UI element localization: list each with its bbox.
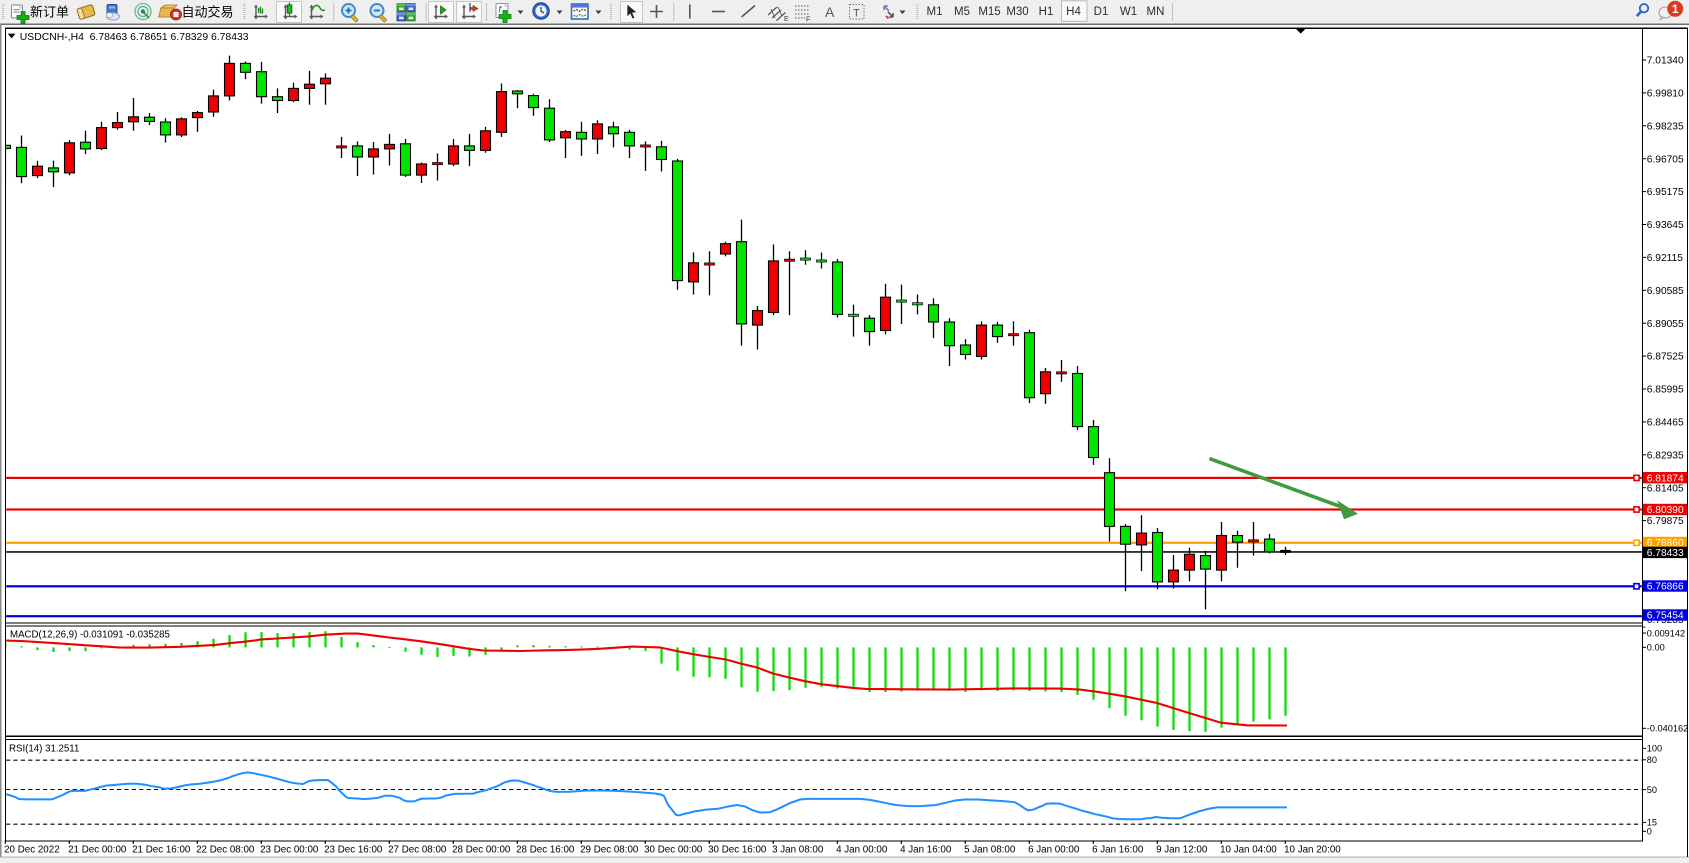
svg-text:27 Dec 08:00: 27 Dec 08:00 — [388, 845, 447, 856]
svg-text:10 Jan 04:00: 10 Jan 04:00 — [1220, 845, 1277, 856]
svg-text:28 Dec 00:00: 28 Dec 00:00 — [452, 845, 511, 856]
svg-text:23 Dec 16:00: 23 Dec 16:00 — [324, 845, 383, 856]
svg-text:M1: M1 — [927, 6, 943, 18]
svg-text:6.75454: 6.75454 — [1647, 611, 1684, 622]
svg-text:6.92115: 6.92115 — [1647, 253, 1683, 264]
svg-text:新订单: 新订单 — [30, 5, 69, 20]
svg-text:29 Dec 08:00: 29 Dec 08:00 — [580, 845, 639, 856]
svg-text:RSI(14) 31.2511: RSI(14) 31.2511 — [9, 743, 79, 754]
svg-text:80: 80 — [1647, 755, 1657, 765]
svg-text:自动交易: 自动交易 — [182, 5, 234, 20]
svg-text:6.82935: 6.82935 — [1647, 450, 1684, 461]
svg-text:21 Dec 00:00: 21 Dec 00:00 — [68, 845, 127, 856]
svg-text:6.80390: 6.80390 — [1647, 505, 1684, 516]
svg-text:3 Jan 08:00: 3 Jan 08:00 — [772, 845, 824, 856]
svg-text:6 Jan 16:00: 6 Jan 16:00 — [1092, 845, 1144, 856]
svg-text:6.85995: 6.85995 — [1647, 385, 1684, 396]
svg-text:H1: H1 — [1039, 6, 1054, 18]
svg-text:20 Dec 2022: 20 Dec 2022 — [4, 845, 60, 856]
svg-text:W1: W1 — [1120, 6, 1137, 18]
svg-text:28 Dec 16:00: 28 Dec 16:00 — [516, 845, 575, 856]
svg-text:USDCNH-,H4 6.78463 6.78651 6.: USDCNH-,H4 6.78463 6.78651 6.78329 6.784… — [20, 32, 249, 43]
svg-text:9 Jan 12:00: 9 Jan 12:00 — [1156, 845, 1208, 856]
svg-text:f: f — [499, 5, 503, 15]
svg-text:E: E — [784, 16, 789, 23]
svg-text:6.79875: 6.79875 — [1647, 516, 1684, 527]
svg-text:1: 1 — [1672, 2, 1679, 16]
svg-text:6.81405: 6.81405 — [1647, 483, 1684, 494]
svg-text:23 Dec 00:00: 23 Dec 00:00 — [260, 845, 319, 856]
svg-text:30 Dec 16:00: 30 Dec 16:00 — [708, 845, 767, 856]
svg-text:6.99810: 6.99810 — [1647, 89, 1684, 100]
svg-text:MN: MN — [1147, 6, 1165, 18]
svg-text:0: 0 — [1647, 827, 1652, 837]
svg-text:10 Jan 20:00: 10 Jan 20:00 — [1284, 845, 1341, 856]
svg-text:6.90585: 6.90585 — [1647, 286, 1684, 297]
svg-text:0.00: 0.00 — [1647, 643, 1665, 653]
svg-text:6.78433: 6.78433 — [1647, 548, 1684, 559]
svg-text:6.89055: 6.89055 — [1647, 319, 1684, 330]
svg-text:5 Jan 08:00: 5 Jan 08:00 — [964, 845, 1016, 856]
svg-text:A: A — [825, 4, 835, 20]
svg-text:H4: H4 — [1066, 6, 1081, 18]
svg-text:M30: M30 — [1006, 6, 1028, 18]
svg-text:-0.040162: -0.040162 — [1647, 724, 1688, 734]
svg-text:15: 15 — [1647, 818, 1657, 828]
svg-text:21 Dec 16:00: 21 Dec 16:00 — [132, 845, 191, 856]
svg-text:6.93645: 6.93645 — [1647, 220, 1684, 231]
svg-text:6.84465: 6.84465 — [1647, 418, 1684, 429]
svg-text:D1: D1 — [1094, 6, 1109, 18]
svg-text:7.01340: 7.01340 — [1647, 56, 1684, 67]
svg-text:30 Dec 00:00: 30 Dec 00:00 — [644, 845, 703, 856]
svg-text:6.78860: 6.78860 — [1647, 538, 1684, 549]
svg-text:T: T — [853, 8, 860, 20]
svg-text:6.95175: 6.95175 — [1647, 187, 1684, 198]
svg-text:22 Dec 08:00: 22 Dec 08:00 — [196, 845, 255, 856]
svg-text:6.96705: 6.96705 — [1647, 154, 1684, 165]
svg-text:4 Jan 00:00: 4 Jan 00:00 — [836, 845, 888, 856]
svg-text:100: 100 — [1647, 744, 1662, 754]
svg-text:4 Jan 16:00: 4 Jan 16:00 — [900, 845, 952, 856]
svg-text:MACD(12,26,9) -0.031091 -0.035: MACD(12,26,9) -0.031091 -0.035285 — [10, 629, 170, 640]
svg-text:6.98235: 6.98235 — [1647, 121, 1684, 132]
svg-text:M5: M5 — [954, 6, 970, 18]
svg-text:50: 50 — [1647, 785, 1657, 795]
svg-text:6.76866: 6.76866 — [1647, 582, 1684, 593]
svg-text:0.009142: 0.009142 — [1647, 628, 1685, 638]
svg-text:F: F — [806, 17, 810, 24]
svg-text:M15: M15 — [978, 6, 1000, 18]
svg-text:6 Jan 00:00: 6 Jan 00:00 — [1028, 845, 1080, 856]
svg-text:6.87525: 6.87525 — [1647, 352, 1684, 363]
svg-text:6.81874: 6.81874 — [1647, 473, 1684, 484]
